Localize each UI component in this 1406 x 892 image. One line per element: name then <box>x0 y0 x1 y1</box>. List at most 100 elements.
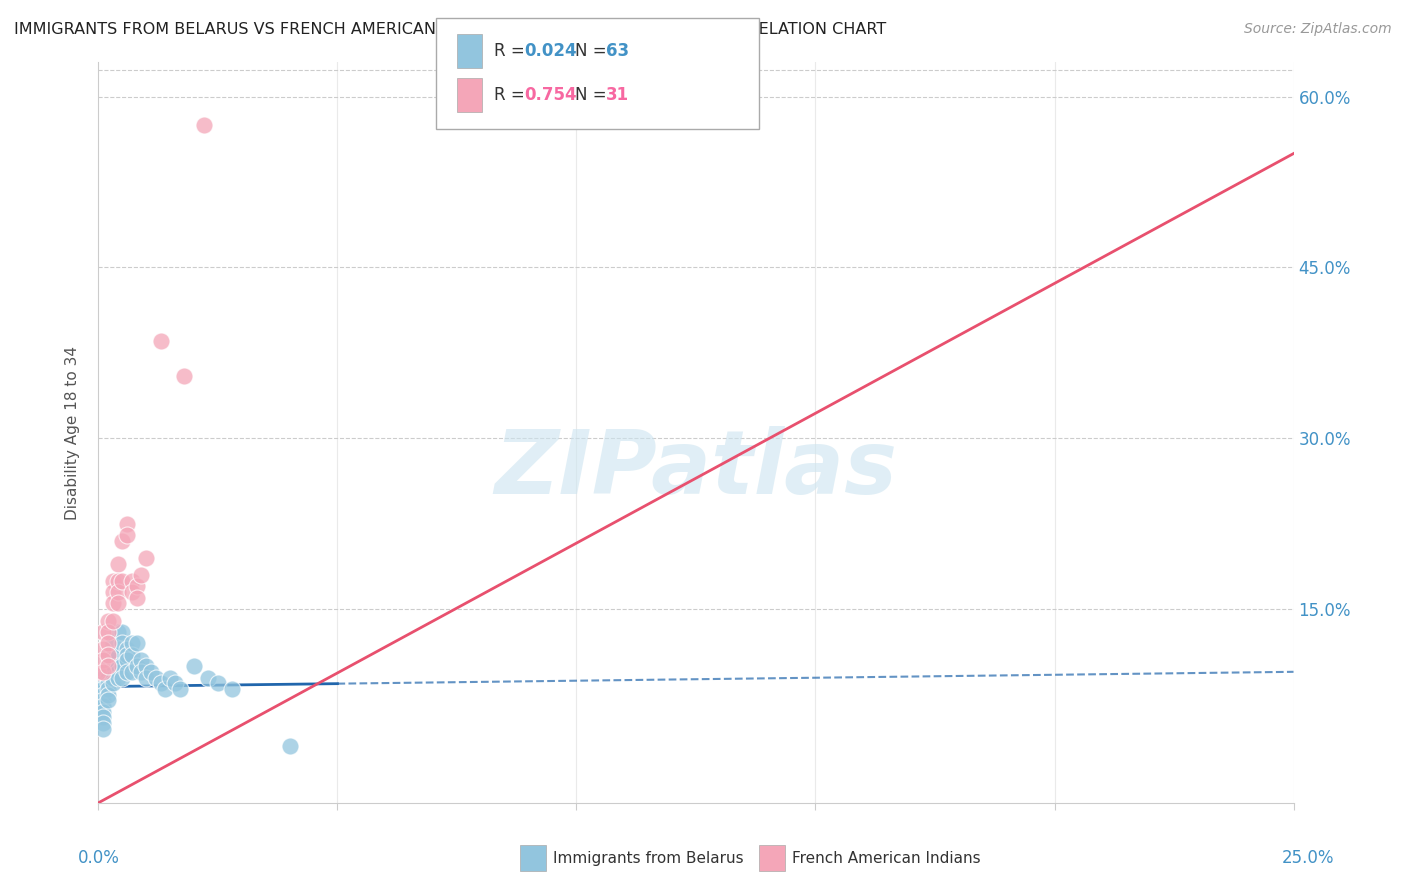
Point <box>91 671 114 685</box>
Point <box>149 334 172 349</box>
Point <box>97 636 120 650</box>
Point <box>115 516 138 531</box>
Point <box>87 688 110 702</box>
Point <box>97 648 120 662</box>
Text: 0.754: 0.754 <box>524 87 576 104</box>
Point <box>131 665 153 679</box>
Point <box>91 688 114 702</box>
Point <box>87 665 110 679</box>
Point <box>125 636 148 650</box>
Point <box>115 648 138 662</box>
Point <box>107 574 129 588</box>
Point <box>101 671 124 685</box>
Point <box>91 665 114 679</box>
Point <box>197 671 219 685</box>
Point <box>91 722 114 736</box>
Text: ZIPatlas: ZIPatlas <box>495 426 897 513</box>
Point <box>107 624 129 639</box>
Point <box>111 533 134 548</box>
Point <box>91 710 114 724</box>
Point <box>107 659 129 673</box>
Point <box>125 579 148 593</box>
Point <box>91 693 114 707</box>
Point <box>97 688 120 702</box>
Point <box>183 659 205 673</box>
Point <box>87 693 110 707</box>
Point <box>121 636 143 650</box>
Point <box>91 716 114 731</box>
Text: R =: R = <box>494 42 530 60</box>
Point <box>87 681 110 696</box>
Text: N =: N = <box>575 87 612 104</box>
Point <box>125 591 148 605</box>
Point <box>101 597 124 611</box>
Point <box>91 642 114 657</box>
Point <box>97 659 120 673</box>
Point <box>87 698 110 713</box>
Point <box>91 624 114 639</box>
Point <box>111 659 134 673</box>
Point <box>115 642 138 657</box>
Point <box>121 574 143 588</box>
Point <box>135 659 157 673</box>
Point <box>87 705 110 719</box>
Point <box>107 671 129 685</box>
Point <box>111 636 134 650</box>
Point <box>111 574 134 588</box>
Point <box>97 648 120 662</box>
Point <box>163 676 186 690</box>
Point <box>115 528 138 542</box>
Point <box>173 368 195 383</box>
Point <box>145 671 167 685</box>
Point <box>97 676 120 690</box>
Point <box>149 676 172 690</box>
Point <box>193 118 215 132</box>
Point <box>107 597 129 611</box>
Point <box>121 585 143 599</box>
Point <box>169 681 191 696</box>
Point <box>101 653 124 667</box>
Point <box>131 568 153 582</box>
Text: IMMIGRANTS FROM BELARUS VS FRENCH AMERICAN INDIAN DISABILITY AGE 18 TO 34 CORREL: IMMIGRANTS FROM BELARUS VS FRENCH AMERIC… <box>14 22 886 37</box>
Point <box>111 671 134 685</box>
Point <box>155 681 177 696</box>
Point <box>91 698 114 713</box>
Point <box>115 665 138 679</box>
Point <box>101 676 124 690</box>
Point <box>101 648 124 662</box>
Point <box>97 624 120 639</box>
Point <box>107 648 129 662</box>
Point <box>125 659 148 673</box>
Point <box>91 676 114 690</box>
Y-axis label: Disability Age 18 to 34: Disability Age 18 to 34 <box>65 345 80 520</box>
Text: 0.024: 0.024 <box>524 42 576 60</box>
Point <box>107 557 129 571</box>
Text: 31: 31 <box>606 87 628 104</box>
Point <box>101 574 124 588</box>
Point <box>139 665 162 679</box>
Text: French American Indians: French American Indians <box>792 851 980 865</box>
Point <box>135 671 157 685</box>
Point <box>91 653 114 667</box>
Text: 25.0%: 25.0% <box>1281 849 1334 867</box>
Point <box>121 648 143 662</box>
Point <box>97 659 120 673</box>
Point <box>111 624 134 639</box>
Point <box>107 665 129 679</box>
Point <box>278 739 301 753</box>
Point <box>121 665 143 679</box>
Text: Immigrants from Belarus: Immigrants from Belarus <box>553 851 744 865</box>
Point <box>221 681 243 696</box>
Point <box>91 705 114 719</box>
Point <box>107 585 129 599</box>
Point <box>97 614 120 628</box>
Point <box>159 671 181 685</box>
Point <box>91 681 114 696</box>
Point <box>135 550 157 565</box>
Point <box>101 636 124 650</box>
Point <box>97 693 120 707</box>
Point <box>115 653 138 667</box>
Text: 0.0%: 0.0% <box>77 849 120 867</box>
Point <box>101 665 124 679</box>
Text: R =: R = <box>494 87 530 104</box>
